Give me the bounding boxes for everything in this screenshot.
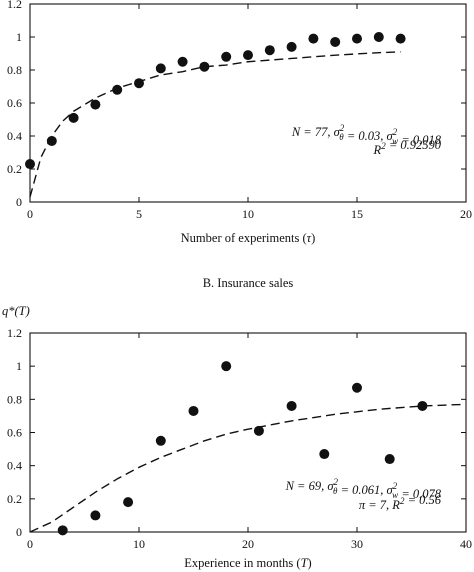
- data-point: [134, 78, 144, 89]
- data-point: [90, 510, 101, 521]
- chart-panel-a: 0 0.2 0.4 0.6 0.8 1 1.2 0 5 10 15 20 Number of exper…: [7, 0, 472, 245]
- x-tick-label: 10: [242, 207, 254, 221]
- data-point: [243, 50, 253, 61]
- data-point: [46, 135, 57, 146]
- data-point: [308, 33, 319, 44]
- x-tick-label: 0: [27, 537, 33, 551]
- x-tick-label: 40: [460, 537, 472, 551]
- y-tick-label: 0: [16, 525, 22, 539]
- x-axis-title: Number of experiments (τ): [181, 231, 316, 245]
- data-point: [188, 405, 199, 416]
- fitted-curve: [29, 51, 401, 198]
- data-point: [286, 41, 297, 52]
- data-point: [155, 63, 166, 74]
- data-point: [384, 454, 395, 465]
- x-tick-label: 0: [27, 207, 33, 221]
- data-point: [352, 382, 362, 393]
- data-point: [177, 56, 188, 67]
- data-point: [253, 425, 264, 436]
- data-point: [112, 84, 123, 95]
- data-point: [25, 159, 35, 170]
- y-tick-label: 0.4: [7, 459, 22, 473]
- x-axis-title: Experience in months (T): [184, 556, 311, 570]
- y-tick-label: 0.2: [7, 162, 22, 176]
- x-tick-label: 20: [242, 537, 254, 551]
- x-tick-label: 10: [133, 537, 145, 551]
- data-point: [68, 112, 79, 123]
- x-tick-label: 15: [351, 207, 363, 221]
- y-tick-label: 1.2: [7, 0, 22, 11]
- fit-statistics-line: N = 69, σ2 θ = 0.061, σ2 w = 0.078: [285, 477, 442, 501]
- data-point: [57, 525, 68, 536]
- data-point: [286, 400, 297, 411]
- x-tick-label: 30: [351, 537, 363, 551]
- y-tick-label: 0.4: [7, 129, 22, 143]
- data-point: [373, 32, 384, 42]
- data-point: [155, 435, 166, 446]
- y-tick-label: 0: [16, 195, 22, 209]
- y-tick-label: 1: [16, 30, 22, 44]
- data-point: [221, 361, 232, 372]
- x-tick-label: 5: [136, 207, 142, 221]
- y-tick-label: 0.6: [7, 96, 22, 110]
- data-point: [395, 33, 406, 44]
- y-tick-label: 0.8: [7, 392, 22, 406]
- data-point: [417, 400, 428, 411]
- fit-statistics-line: π = 7, R2 = 0.56: [359, 493, 442, 512]
- data-point: [123, 497, 134, 508]
- data-point: [330, 36, 341, 47]
- data-point: [221, 51, 232, 62]
- fit-statistics-line: N = 77, σ2 θ = 0.03, σ2 w = 0.018: [291, 123, 442, 147]
- chart-panel-b: 0 0.2 0.4 0.6 0.8 1 1.2 0 10 20 30 40 Experience in …: [2, 276, 472, 570]
- y-tick-label: 1: [16, 359, 22, 373]
- data-point: [90, 99, 101, 110]
- y-tick-label: 0.2: [7, 492, 22, 506]
- data-point: [352, 33, 362, 44]
- y-axis-title: q*(T): [2, 304, 30, 318]
- fitted-curve: [29, 403, 467, 533]
- y-tick-label: 0.6: [7, 426, 22, 440]
- panel-title: B. Insurance sales: [203, 276, 294, 290]
- data-point: [199, 61, 210, 72]
- data-point: [319, 449, 330, 460]
- fit-statistics-line: R2 = 0.92590: [373, 138, 442, 157]
- x-tick-label: 20: [460, 207, 472, 221]
- y-tick-label: 1.2: [7, 326, 22, 340]
- data-point: [264, 45, 275, 56]
- y-tick-label: 0.8: [7, 63, 22, 77]
